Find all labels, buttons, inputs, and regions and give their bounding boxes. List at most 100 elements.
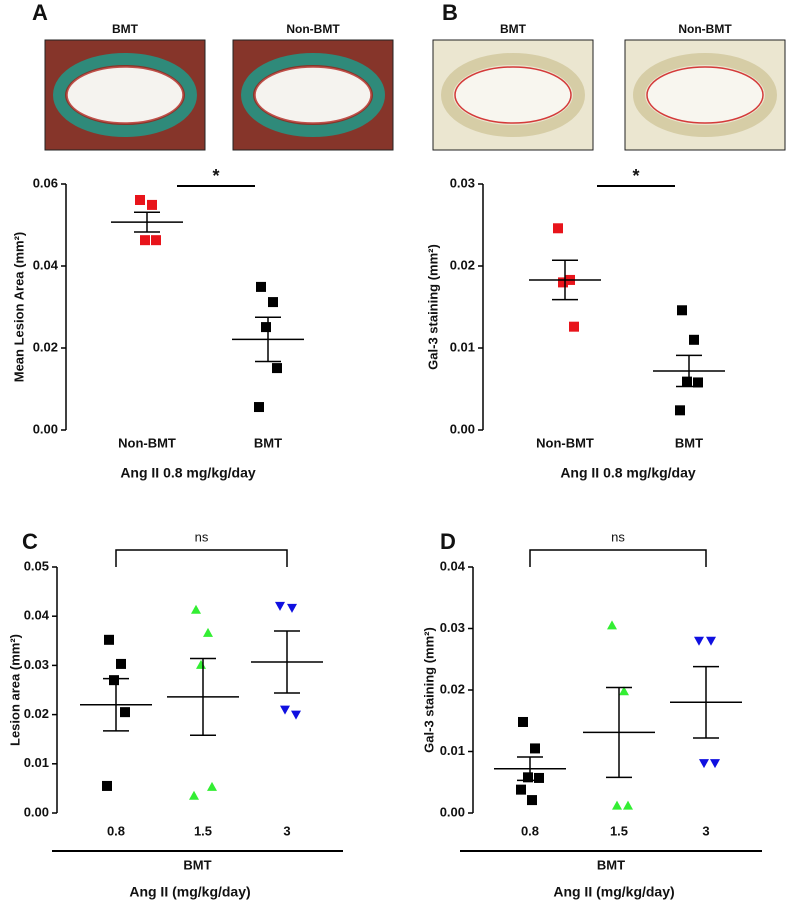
- data-point: [675, 405, 685, 416]
- data-point: [623, 800, 633, 810]
- vessel-wall: [53, 53, 197, 137]
- y-axis-label: Gal-3 staining (mm²): [421, 627, 436, 753]
- vessel-lumen: [66, 66, 184, 124]
- data-point: [291, 710, 301, 720]
- y-tick-label: 0.00: [450, 421, 475, 436]
- data-point: [109, 675, 119, 686]
- significance-label: ns: [611, 529, 625, 544]
- significance-label: ns: [195, 529, 209, 544]
- significance-label: *: [212, 166, 219, 186]
- data-point: [530, 743, 540, 754]
- x-tick-label: BMT: [254, 435, 282, 450]
- panel-letter: D: [440, 529, 456, 554]
- vessel-wall: [633, 53, 777, 137]
- histology-image: [624, 39, 786, 151]
- image-label: Non-BMT: [286, 22, 340, 36]
- y-tick-label: 0.05: [24, 558, 49, 573]
- y-tick-label: 0.04: [440, 558, 466, 573]
- x-tick-label: Non-BMT: [536, 435, 594, 450]
- y-tick-label: 0.03: [440, 620, 465, 635]
- y-tick-label: 0.00: [33, 421, 58, 436]
- data-point: [619, 686, 629, 696]
- y-axis-label: Lesion area (mm²): [7, 634, 22, 746]
- data-point: [275, 601, 285, 611]
- data-point: [607, 620, 617, 630]
- y-tick-label: 0.02: [450, 257, 475, 272]
- data-point: [151, 235, 161, 246]
- data-point: [102, 780, 112, 791]
- data-point: [104, 634, 114, 645]
- y-tick-label: 0.00: [440, 804, 465, 819]
- y-tick-label: 0.01: [450, 339, 475, 354]
- image-label: BMT: [500, 22, 527, 36]
- x-axis-label: Ang II (mg/kg/day): [553, 884, 674, 900]
- data-point: [261, 322, 271, 333]
- data-point: [196, 659, 206, 669]
- data-point: [699, 759, 709, 769]
- y-tick-label: 0.01: [440, 743, 465, 758]
- sem-bar: [552, 259, 578, 301]
- sem-bar: [190, 657, 216, 737]
- panel-letter: C: [22, 529, 38, 554]
- data-point: [518, 716, 528, 727]
- vessel-lumen: [646, 66, 764, 124]
- data-point: [694, 636, 704, 646]
- data-point: [689, 334, 699, 345]
- data-point: [254, 402, 264, 413]
- image-label: Non-BMT: [678, 22, 732, 36]
- sem-bar: [134, 211, 160, 233]
- group-label: BMT: [597, 857, 625, 872]
- x-tick-label: Non-BMT: [118, 435, 176, 450]
- sem-bar: [103, 677, 129, 732]
- y-tick-label: 0.01: [24, 755, 49, 770]
- data-point: [191, 604, 201, 614]
- data-point: [120, 707, 130, 718]
- histology-image: [232, 39, 394, 151]
- image-label: BMT: [112, 22, 139, 36]
- data-point: [516, 784, 526, 795]
- data-point: [280, 705, 290, 715]
- group-label: BMT: [183, 857, 211, 872]
- data-point: [527, 795, 537, 806]
- data-point: [256, 281, 266, 292]
- vessel-lumen: [454, 66, 572, 124]
- y-axis-label: Gal-3 staining (mm²): [425, 244, 440, 370]
- data-point: [203, 627, 213, 637]
- x-tick-label: BMT: [675, 435, 703, 450]
- data-point: [189, 790, 199, 800]
- x-tick-label: 3: [702, 823, 709, 838]
- data-point: [116, 658, 126, 669]
- y-tick-label: 0.03: [450, 175, 475, 190]
- x-tick-label: 0.8: [107, 823, 125, 838]
- x-tick-label: 0.8: [521, 823, 539, 838]
- sem-bar: [517, 756, 543, 782]
- x-tick-label: 1.5: [194, 823, 212, 838]
- data-point: [682, 376, 692, 387]
- y-tick-label: 0.04: [24, 608, 50, 623]
- x-axis-label: Ang II 0.8 mg/kg/day: [120, 465, 256, 481]
- y-tick-label: 0.02: [440, 681, 465, 696]
- panel-letter: B: [442, 0, 458, 25]
- y-tick-label: 0.06: [33, 175, 58, 190]
- data-point: [135, 194, 145, 205]
- data-point: [523, 772, 533, 783]
- data-point: [569, 321, 579, 332]
- data-point: [534, 772, 544, 783]
- data-point: [710, 759, 720, 769]
- data-point: [147, 199, 157, 210]
- data-point: [268, 297, 278, 308]
- y-tick-label: 0.03: [24, 657, 49, 672]
- sem-bar: [255, 316, 281, 363]
- data-point: [706, 636, 716, 646]
- vessel-wall: [441, 53, 585, 137]
- sem-bar: [274, 630, 300, 694]
- data-point: [693, 377, 703, 388]
- y-tick-label: 0.00: [24, 804, 49, 819]
- data-point: [612, 800, 622, 810]
- panel-letter: A: [32, 0, 48, 25]
- data-point: [272, 363, 282, 374]
- sem-bar: [676, 354, 702, 388]
- histology-image: [44, 39, 206, 151]
- y-tick-label: 0.04: [33, 257, 59, 272]
